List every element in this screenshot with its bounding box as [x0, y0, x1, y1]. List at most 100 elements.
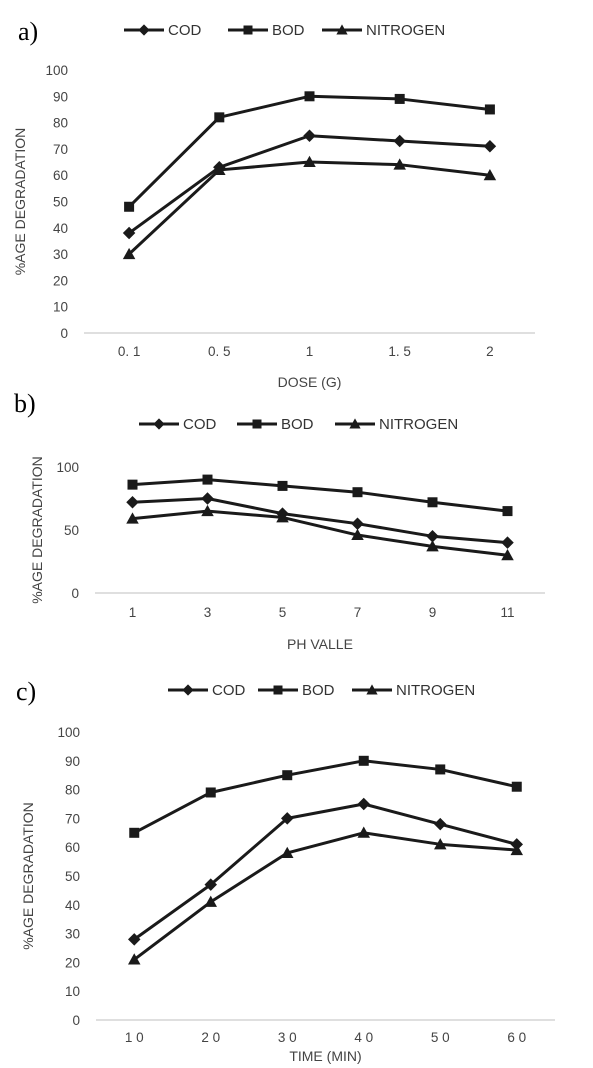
data-point-nitrogen: [426, 540, 439, 552]
x-tick-label: 4 0: [354, 1030, 373, 1045]
legend-marker-diamond: [182, 684, 194, 696]
x-tick-label: 3 0: [278, 1030, 297, 1045]
data-point-cod: [281, 812, 294, 825]
legend-label: NITROGEN: [366, 22, 445, 39]
y-tick-label: 50: [53, 195, 68, 210]
data-point-nitrogen: [434, 838, 447, 850]
data-point-cod: [351, 517, 364, 530]
y-tick-label: 80: [53, 116, 68, 131]
data-point-bod: [511, 781, 522, 792]
data-point-bod: [427, 497, 438, 508]
data-point-nitrogen: [201, 504, 214, 517]
x-tick-label: 2 0: [201, 1030, 220, 1045]
y-tick-label: 0: [72, 1013, 80, 1028]
data-point-nitrogen: [213, 163, 226, 175]
y-tick-label: 30: [65, 927, 80, 942]
y-axis-title: %AGE DEGRADATION: [12, 128, 28, 276]
data-point-bod: [435, 764, 446, 775]
data-point-bod: [129, 827, 140, 838]
series-line-cod: [128, 134, 490, 235]
y-tick-label: 10: [53, 300, 68, 315]
data-point-bod: [214, 112, 225, 123]
legend-marker-triangle: [349, 418, 361, 429]
data-point-nitrogen: [276, 511, 289, 523]
series-line-cod: [132, 497, 508, 545]
x-tick-label: 0. 1: [118, 344, 141, 359]
y-tick-label: 0: [60, 326, 68, 341]
y-tick-label: 20: [65, 955, 80, 970]
legend-marker-triangle: [336, 24, 348, 35]
data-point-cod: [483, 140, 497, 153]
y-tick-label: 100: [57, 725, 80, 740]
data-point-nitrogen: [501, 548, 514, 561]
data-point-nitrogen: [126, 512, 139, 524]
data-point-nitrogen: [303, 155, 316, 168]
y-axis-title: %AGE DEGRADATION: [20, 802, 36, 950]
legend-label: BOD: [272, 22, 305, 39]
legend-marker-square: [273, 685, 283, 695]
chart-panel-1: a) COD BOD NITROGEN 0 10 20 30 40 50 60 70 80 90 100 0.…: [12, 17, 535, 390]
data-point-nitrogen: [351, 528, 364, 541]
data-point-bod: [282, 770, 293, 781]
data-point-cod: [303, 129, 316, 142]
legend-marker-diamond: [153, 418, 165, 430]
y-tick-label: 70: [65, 811, 80, 826]
y-axis-title: %AGE DEGRADATION: [29, 456, 45, 604]
y-tick-label: 30: [53, 247, 68, 262]
data-point-cod: [357, 797, 370, 811]
legend-marker-triangle: [366, 684, 378, 695]
series-line-bod: [128, 94, 491, 208]
legend-label: BOD: [302, 682, 335, 699]
y-tick-label: 50: [64, 523, 79, 538]
y-tick-label: 100: [56, 460, 79, 475]
data-point-cod: [393, 134, 406, 148]
x-tick-label: 1: [306, 344, 314, 359]
x-tick-label: 11: [500, 605, 514, 620]
x-tick-label: 1: [129, 605, 137, 620]
data-point-cod: [434, 817, 447, 831]
x-tick-label: 1 0: [125, 1030, 144, 1045]
data-point-cod: [201, 492, 214, 505]
x-tick-label: 1. 5: [388, 344, 411, 359]
data-point-cod: [128, 933, 141, 946]
x-axis-title: TIME (MIN): [289, 1048, 361, 1064]
y-tick-label: 0: [71, 586, 79, 601]
data-point-cod: [204, 878, 217, 891]
y-tick-label: 50: [65, 869, 80, 884]
y-tick-label: 20: [53, 273, 68, 288]
x-tick-label: 5: [279, 605, 287, 620]
y-tick-label: 60: [53, 168, 68, 183]
data-point-bod: [394, 93, 405, 104]
series-line-cod: [133, 802, 518, 941]
series-line-nitrogen: [132, 509, 508, 557]
y-tick-label: 40: [53, 221, 68, 236]
data-point-nitrogen: [281, 846, 294, 858]
legend-label: NITROGEN: [396, 682, 475, 699]
series-line-bod: [132, 478, 508, 513]
panel-label: b): [14, 389, 36, 418]
y-tick-label: 40: [65, 898, 80, 913]
data-point-bod: [277, 480, 288, 491]
data-point-bod: [304, 91, 315, 102]
y-tick-label: 100: [45, 63, 68, 78]
y-tick-label: 90: [53, 89, 68, 104]
y-tick-label: 70: [53, 142, 68, 157]
legend-marker-square: [243, 25, 253, 35]
data-point-nitrogen: [122, 247, 136, 260]
data-point-bod: [127, 479, 138, 490]
panel-label: a): [18, 17, 38, 46]
data-point-bod: [202, 474, 213, 485]
data-point-nitrogen: [204, 895, 217, 907]
data-point-nitrogen: [483, 168, 497, 181]
data-point-cod: [126, 496, 139, 509]
x-tick-label: 7: [354, 605, 362, 620]
legend-label: COD: [183, 416, 217, 433]
data-point-nitrogen: [393, 158, 406, 170]
y-tick-label: 10: [65, 984, 80, 999]
y-tick-label: 60: [65, 840, 80, 855]
data-point-bod: [358, 755, 369, 766]
data-point-nitrogen: [510, 843, 523, 856]
data-point-cod: [501, 536, 514, 549]
legend-marker-square: [252, 419, 262, 429]
